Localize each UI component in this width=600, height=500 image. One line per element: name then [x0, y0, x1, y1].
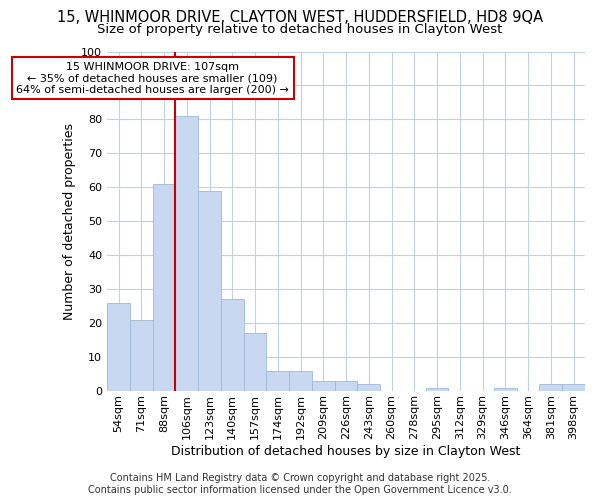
- Bar: [244, 334, 266, 391]
- Bar: [426, 388, 448, 391]
- Bar: [107, 303, 130, 391]
- Y-axis label: Number of detached properties: Number of detached properties: [63, 123, 76, 320]
- Bar: [289, 370, 312, 391]
- Text: Contains HM Land Registry data © Crown copyright and database right 2025.
Contai: Contains HM Land Registry data © Crown c…: [88, 474, 512, 495]
- Bar: [358, 384, 380, 391]
- Text: 15, WHINMOOR DRIVE, CLAYTON WEST, HUDDERSFIELD, HD8 9QA: 15, WHINMOOR DRIVE, CLAYTON WEST, HUDDER…: [57, 10, 543, 25]
- Bar: [266, 370, 289, 391]
- Bar: [539, 384, 562, 391]
- Bar: [335, 381, 358, 391]
- Bar: [494, 388, 517, 391]
- Bar: [312, 381, 335, 391]
- Bar: [562, 384, 585, 391]
- Text: 15 WHINMOOR DRIVE: 107sqm
← 35% of detached houses are smaller (109)
64% of semi: 15 WHINMOOR DRIVE: 107sqm ← 35% of detac…: [16, 62, 289, 95]
- Bar: [221, 300, 244, 391]
- Text: Size of property relative to detached houses in Clayton West: Size of property relative to detached ho…: [97, 22, 503, 36]
- X-axis label: Distribution of detached houses by size in Clayton West: Distribution of detached houses by size …: [172, 444, 521, 458]
- Bar: [152, 184, 175, 391]
- Bar: [175, 116, 198, 391]
- Bar: [198, 190, 221, 391]
- Bar: [130, 320, 152, 391]
